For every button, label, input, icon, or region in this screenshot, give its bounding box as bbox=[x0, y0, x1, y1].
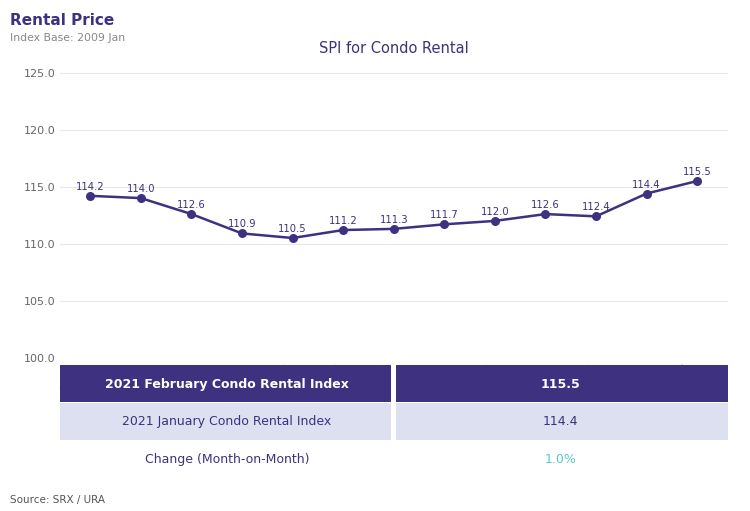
Point bbox=[338, 226, 350, 234]
Point bbox=[388, 225, 400, 233]
Point bbox=[438, 220, 450, 228]
Text: 112.4: 112.4 bbox=[582, 202, 610, 213]
Bar bbox=[397, 365, 728, 403]
Point bbox=[692, 177, 703, 185]
Bar bbox=[60, 402, 728, 403]
Text: 114.0: 114.0 bbox=[127, 184, 155, 194]
Bar bbox=[60, 440, 391, 478]
Point bbox=[84, 192, 96, 200]
Bar bbox=[397, 440, 728, 478]
Text: 115.5: 115.5 bbox=[541, 378, 580, 390]
Point bbox=[489, 217, 501, 225]
Point bbox=[590, 212, 602, 220]
Text: 115.5: 115.5 bbox=[682, 167, 712, 177]
Text: 114.4: 114.4 bbox=[632, 179, 661, 190]
Text: Index Base: 2009 Jan: Index Base: 2009 Jan bbox=[10, 33, 124, 43]
Text: 110.9: 110.9 bbox=[228, 219, 256, 229]
Text: Source: SRX / URA: Source: SRX / URA bbox=[10, 495, 105, 505]
Text: 111.7: 111.7 bbox=[430, 211, 459, 220]
Text: 112.6: 112.6 bbox=[177, 200, 206, 210]
Point bbox=[185, 210, 197, 218]
Bar bbox=[60, 365, 391, 403]
Text: Rental Price: Rental Price bbox=[10, 13, 114, 28]
Text: 2021 January Condo Rental Index: 2021 January Condo Rental Index bbox=[122, 415, 332, 428]
Point bbox=[236, 229, 248, 238]
Point bbox=[135, 194, 147, 202]
Text: 111.3: 111.3 bbox=[380, 215, 408, 225]
Text: Change (Month-on-Month): Change (Month-on-Month) bbox=[145, 453, 309, 466]
Bar bbox=[60, 440, 728, 441]
Point bbox=[640, 190, 652, 198]
Text: 2021 February Condo Rental Index: 2021 February Condo Rental Index bbox=[105, 378, 349, 390]
Title: SPI for Condo Rental: SPI for Condo Rental bbox=[319, 41, 469, 56]
Text: 114.4: 114.4 bbox=[543, 415, 578, 428]
Point bbox=[539, 210, 551, 218]
Text: 1.0%: 1.0% bbox=[544, 453, 577, 466]
Text: 114.2: 114.2 bbox=[76, 182, 105, 192]
Text: 110.5: 110.5 bbox=[278, 224, 307, 234]
Text: 111.2: 111.2 bbox=[328, 216, 358, 226]
Text: 112.0: 112.0 bbox=[481, 207, 509, 217]
Point bbox=[286, 234, 298, 242]
Bar bbox=[397, 403, 728, 440]
Text: 112.6: 112.6 bbox=[531, 200, 560, 210]
Bar bbox=[60, 403, 391, 440]
